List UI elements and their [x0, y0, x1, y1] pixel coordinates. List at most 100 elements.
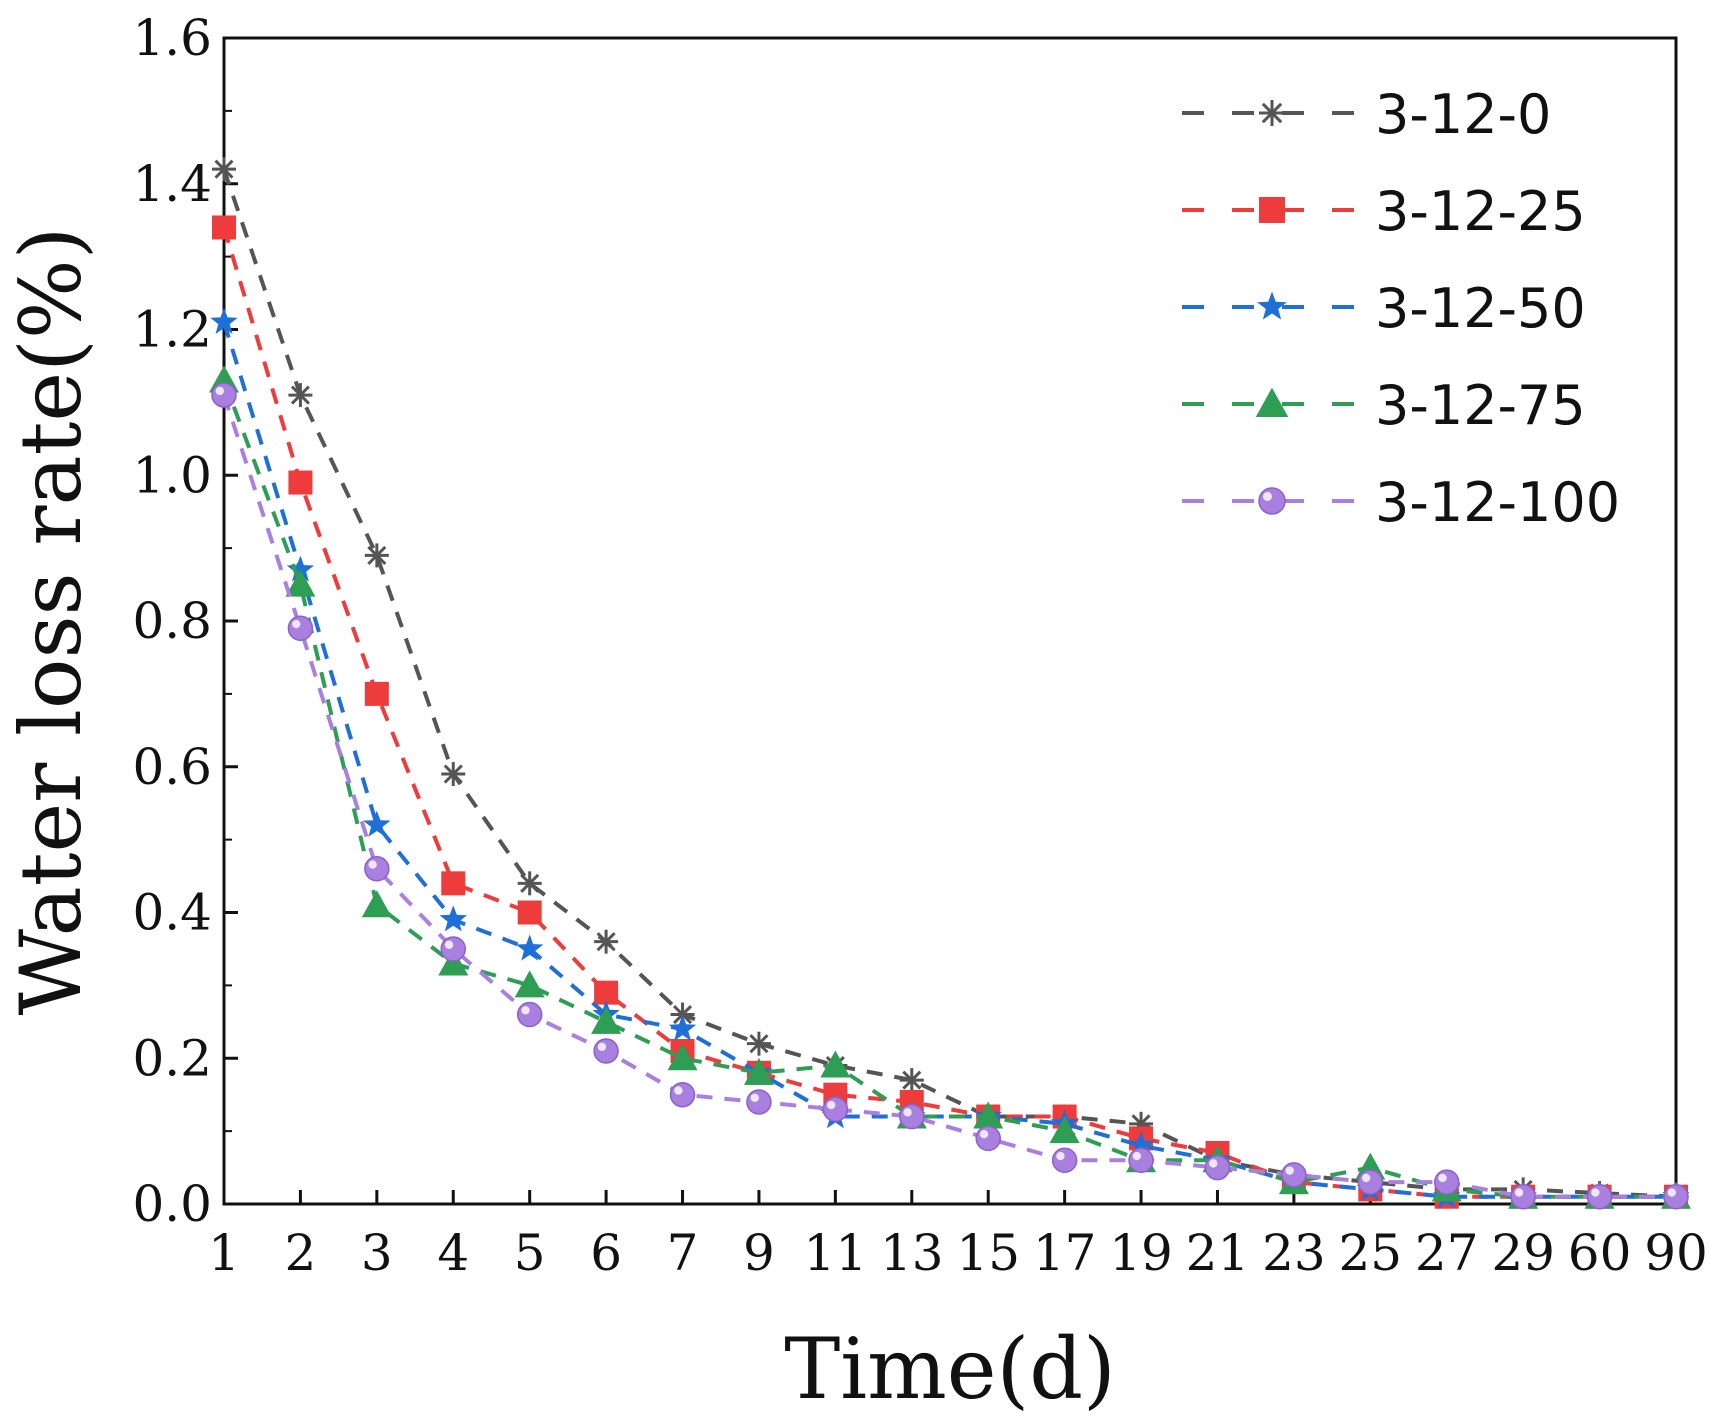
circle-marker-body	[211, 382, 237, 408]
data-point	[1357, 1169, 1384, 1195]
asterisk-stroke	[902, 1070, 922, 1090]
circle-marker-highlight	[1262, 491, 1272, 502]
data-point	[364, 856, 390, 882]
circle-marker-highlight	[979, 1130, 989, 1139]
circle-marker-body	[287, 615, 314, 642]
y-tick-label: 1.6	[132, 9, 212, 67]
legend-label: 3-12-50	[1375, 277, 1586, 340]
data-point	[1433, 1169, 1460, 1195]
y-tick-label: 0.2	[132, 1029, 212, 1087]
circle-marker-highlight	[1132, 1151, 1142, 1161]
x-tick-label: 6	[590, 1224, 622, 1282]
circle-marker-highlight	[597, 1042, 607, 1051]
legend-item: 3-12-0	[1182, 83, 1551, 146]
data-point	[594, 929, 619, 954]
y-tick-label: 0.8	[132, 592, 212, 650]
data-point	[516, 934, 544, 961]
x-tick-label: 29	[1491, 1224, 1555, 1282]
data-point	[820, 1050, 851, 1078]
x-tick-label: 21	[1186, 1224, 1250, 1282]
circle-marker-body	[1128, 1147, 1154, 1174]
circle-marker-highlight	[1361, 1173, 1371, 1183]
x-tick-label: 90	[1644, 1224, 1708, 1282]
x-tick-label: 19	[1109, 1224, 1173, 1282]
y-tick-label: 1.4	[132, 155, 212, 213]
legend-label: 3-12-75	[1375, 374, 1586, 437]
circle-marker-body	[899, 1103, 925, 1130]
data-point	[286, 555, 315, 582]
circle-marker-body	[593, 1038, 619, 1064]
x-axis-ticks: 1 2 3 4 5 6 7 9 11 13 15 17 19 21 23 25 27 29 60 90	[208, 1190, 1708, 1282]
data-point	[441, 762, 466, 787]
data-point	[667, 1043, 698, 1071]
circle-marker-highlight	[1438, 1173, 1447, 1183]
circle-marker-highlight	[292, 619, 301, 629]
legend-marker	[1255, 387, 1289, 417]
legend-label: 3-12-100	[1375, 471, 1620, 534]
series-line	[222, 168, 1677, 1199]
x-tick-label: 13	[880, 1224, 944, 1282]
data-point	[743, 1057, 774, 1085]
circle-marker-highlight	[750, 1093, 759, 1102]
data-point	[1663, 1183, 1689, 1210]
data-point	[211, 382, 237, 408]
circle-marker-highlight	[1667, 1188, 1677, 1197]
circle-marker-body	[1510, 1183, 1536, 1210]
circle-marker-body	[1204, 1154, 1231, 1181]
y-tick-label: 0.0	[132, 1175, 212, 1233]
data-point	[440, 936, 467, 962]
data-point	[439, 905, 467, 932]
x-tick-label: 17	[1033, 1224, 1097, 1282]
x-tick-label: 1	[208, 1224, 240, 1282]
circle-marker-body	[1586, 1183, 1613, 1210]
data-point	[1204, 1154, 1231, 1181]
data-point	[746, 1089, 772, 1115]
data-point	[288, 383, 313, 408]
x-tick-label: 3	[361, 1224, 393, 1282]
data-point	[746, 1031, 771, 1056]
data-point	[1127, 1131, 1155, 1158]
data-point	[212, 157, 236, 182]
legend-item: 3-12-50	[1182, 277, 1586, 340]
data-point	[591, 1006, 622, 1034]
asterisk-stroke	[672, 1004, 693, 1025]
data-point	[364, 543, 389, 568]
data-point	[438, 948, 469, 976]
data-point	[212, 215, 236, 240]
data-point	[975, 1125, 1001, 1152]
data-point	[363, 810, 391, 837]
asterisk-stroke	[596, 932, 616, 952]
legend-marker	[1258, 487, 1286, 515]
x-tick-label: 27	[1415, 1224, 1479, 1282]
x-tick-label: 11	[804, 1224, 868, 1282]
circle-marker-body	[746, 1089, 772, 1115]
circle-marker-highlight	[1056, 1151, 1065, 1161]
series-3-12-50	[210, 307, 1690, 1209]
circle-marker-highlight	[826, 1100, 836, 1110]
circle-marker-highlight	[444, 940, 454, 949]
circle-marker-highlight	[1285, 1166, 1294, 1175]
data-point	[899, 1068, 924, 1093]
series-3-12-100	[211, 382, 1689, 1210]
legend-item: 3-12-75	[1182, 374, 1586, 437]
circle-marker-body	[1357, 1169, 1384, 1195]
legend-item: 3-12-100	[1182, 471, 1620, 534]
series-line	[222, 379, 1676, 1199]
asterisk-stroke	[749, 1034, 769, 1054]
circle-marker-body	[440, 936, 467, 962]
data-point	[517, 900, 542, 925]
x-tick-label: 4	[437, 1224, 469, 1282]
circle-marker-body	[1281, 1162, 1307, 1188]
data-point	[899, 1103, 925, 1130]
data-point	[1051, 1147, 1078, 1174]
data-point	[514, 970, 545, 998]
asterisk-stroke	[1261, 102, 1283, 124]
x-tick-label: 9	[743, 1224, 775, 1282]
asterisk-stroke	[443, 764, 463, 784]
x-tick-label: 23	[1262, 1224, 1326, 1282]
data-point	[441, 871, 466, 896]
series-line	[222, 394, 1676, 1199]
series-line	[222, 226, 1676, 1199]
